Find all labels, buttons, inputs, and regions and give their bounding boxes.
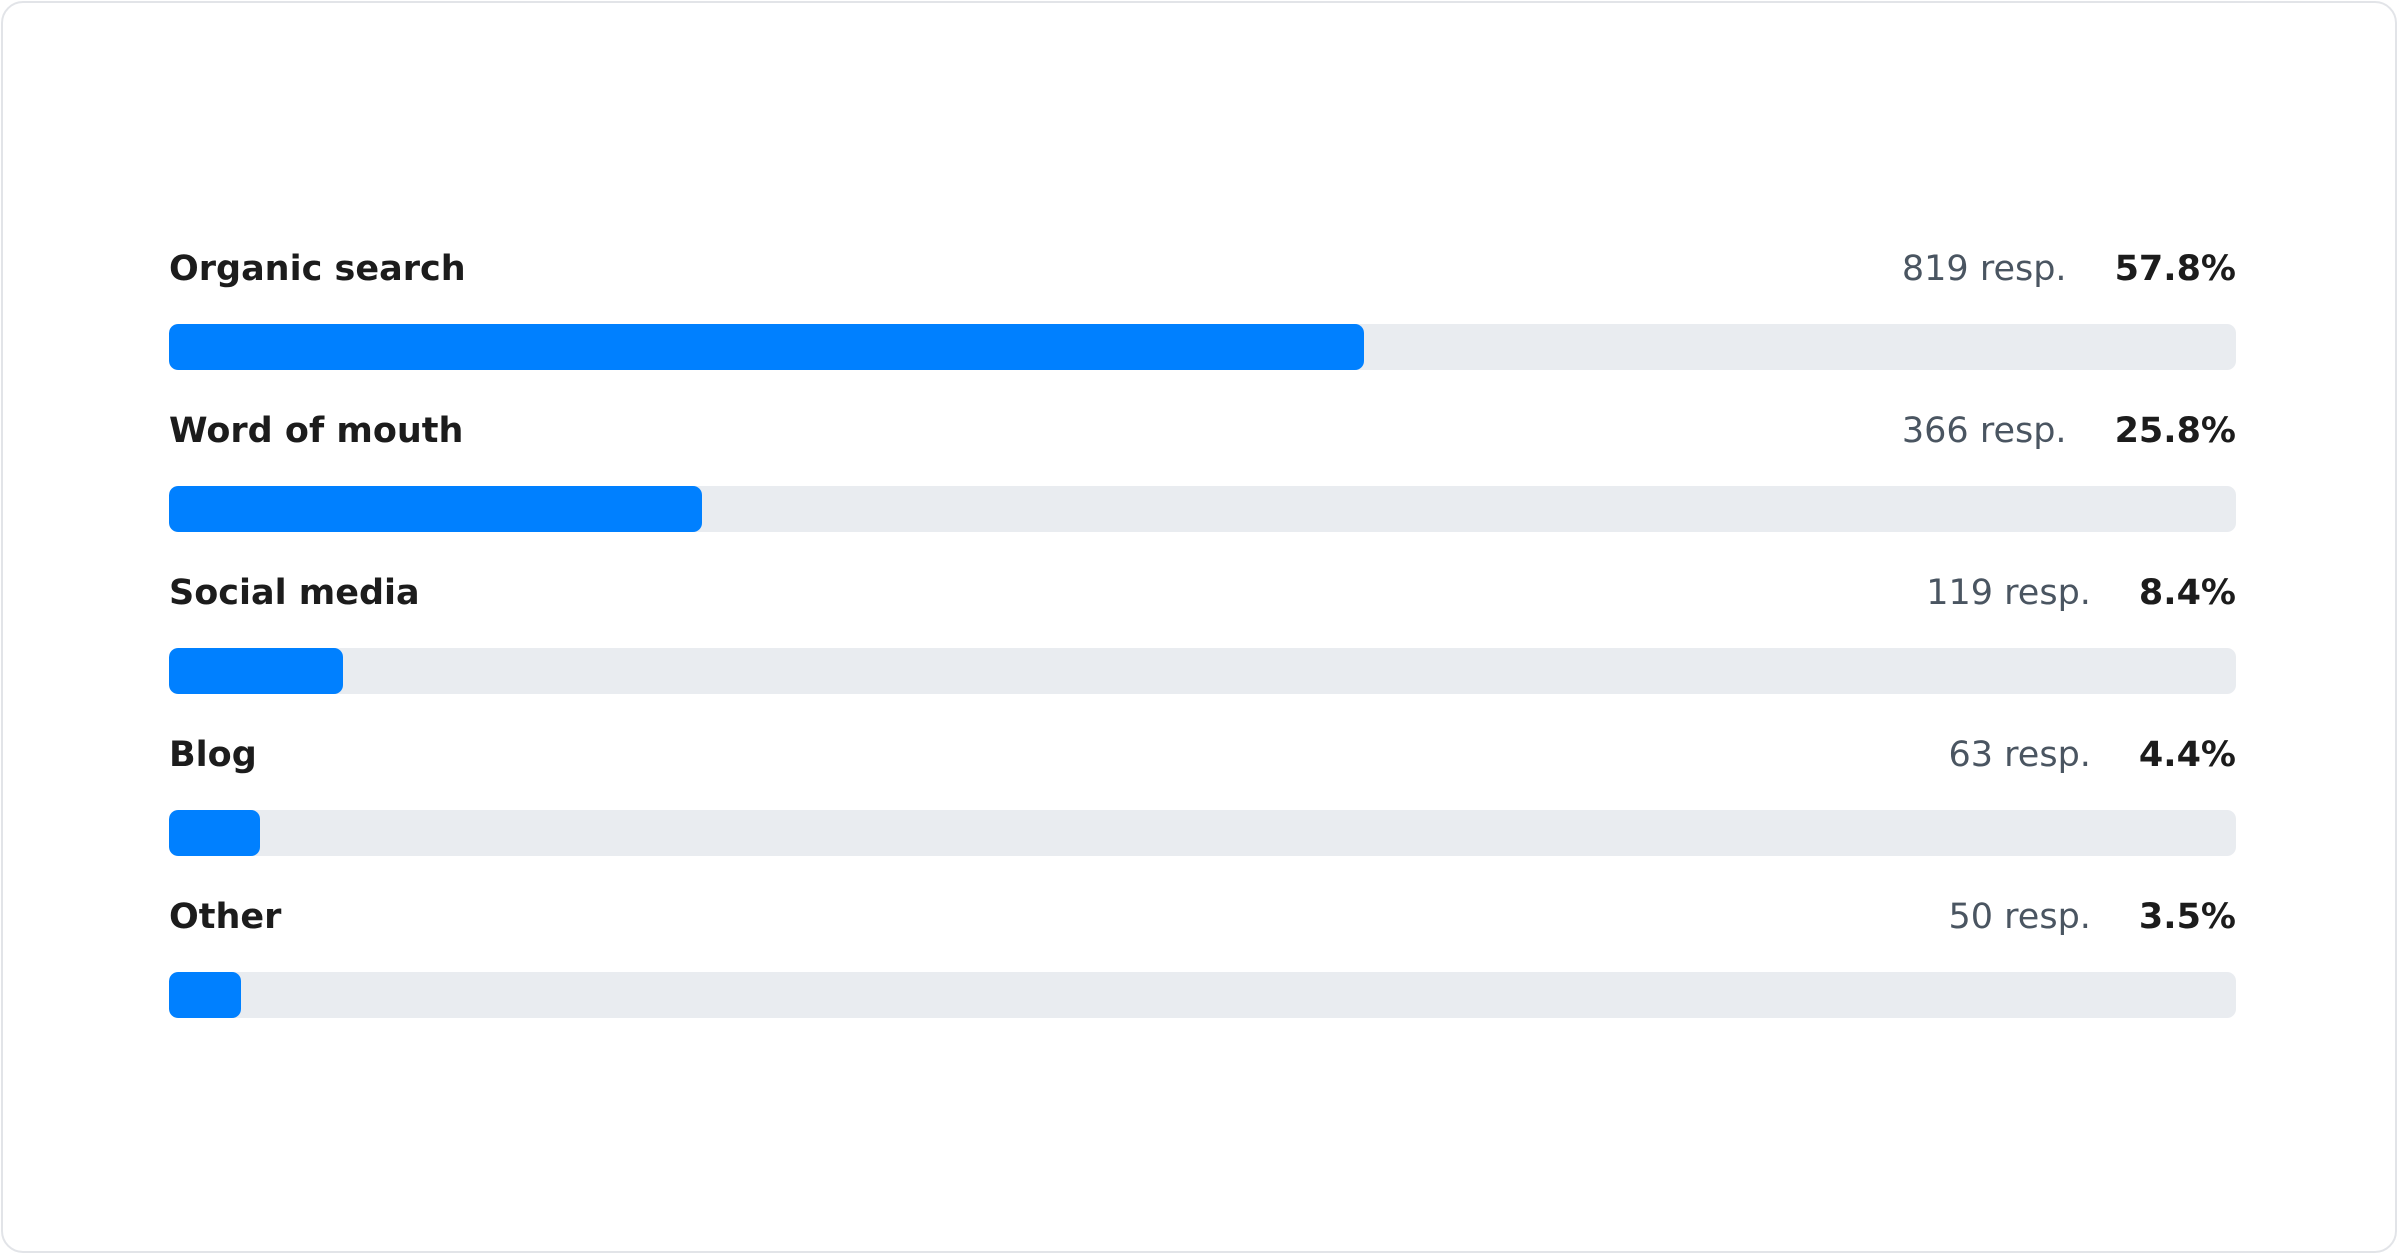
response-count-label: 366 resp. [1901,411,2067,451]
bar-fill [169,324,1364,370]
response-count-label: 119 resp. [1926,573,2091,613]
bar-row-header: Other 50 resp. 3.5% [169,897,2236,949]
bar-row-header: Social media 119 resp. 8.4% [169,573,2236,625]
bar-track [169,486,2236,532]
category-label: Word of mouth [169,411,464,451]
bar-track [169,324,2236,370]
percent-label: 8.4% [2138,573,2236,613]
bar-fill [169,648,343,694]
bar-row-header: Blog 63 resp. 4.4% [169,735,2236,787]
response-count-label: 63 resp. [1948,735,2091,775]
percent-label: 25.8% [2114,411,2236,451]
bar-fill [169,972,242,1018]
bar-row: Other 50 resp. 3.5% [169,897,2236,1059]
bar-row: Organic search 819 resp. 57.8% [169,249,2236,411]
percent-label: 4.4% [2138,735,2236,775]
response-count-label: 50 resp. [1948,897,2091,937]
bar-track [169,648,2236,694]
bar-row-header: Word of mouth 366 resp. 25.8% [169,411,2236,463]
response-count-label: 819 resp. [1901,249,2067,289]
bar-track [169,972,2236,1018]
bar-fill [169,810,260,856]
bar-row: Blog 63 resp. 4.4% [169,735,2236,897]
bar-row: Social media 119 resp. 8.4% [169,573,2236,735]
bar-row-header: Organic search 819 resp. 57.8% [169,249,2236,301]
category-label: Blog [169,735,257,775]
percent-label: 57.8% [2114,249,2236,289]
category-label: Social media [169,573,420,613]
category-label: Organic search [169,249,466,289]
percent-label: 3.5% [2138,897,2236,937]
bar-list: Organic search 819 resp. 57.8% Word of m… [169,249,2236,1059]
bar-row: Word of mouth 366 resp. 25.8% [169,411,2236,573]
bar-fill [169,486,703,532]
category-label: Other [169,897,282,937]
bar-track [169,810,2236,856]
